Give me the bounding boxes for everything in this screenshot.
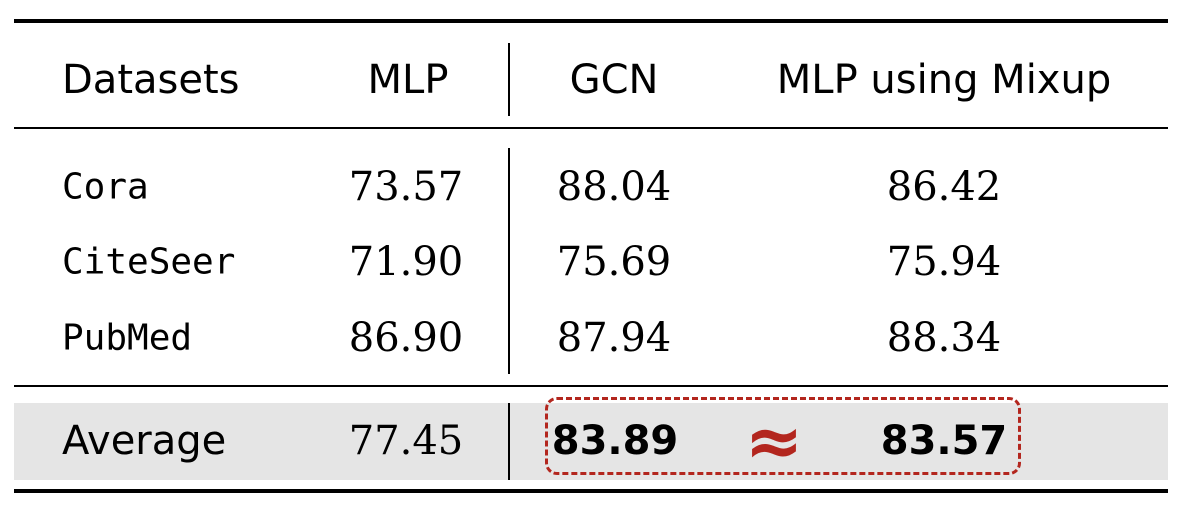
body-divider (508, 148, 510, 374)
table-row-pubmed-gcn: 87.94 (557, 315, 672, 361)
table-row-cora-dataset: Cora (62, 167, 149, 208)
table-row-citeseer-gcn: 75.69 (557, 239, 672, 285)
header-gcn: GCN (570, 57, 659, 103)
table-bottom-rule (14, 489, 1168, 493)
average-label: Average (62, 418, 226, 464)
average-mlp: 77.45 (349, 418, 464, 464)
table-average-rule (14, 385, 1168, 387)
table-row-cora-gcn: 88.04 (557, 164, 672, 210)
table-row-pubmed-dataset: PubMed (62, 318, 192, 359)
table-row-cora-mixup: 86.42 (887, 164, 1002, 210)
table-header-rule (14, 127, 1168, 129)
header-datasets: Datasets (62, 57, 239, 103)
table-top-rule (14, 19, 1168, 23)
header-divider (508, 43, 510, 116)
approx-equal-icon: ≈ (745, 400, 804, 482)
table-row-pubmed-mlp: 86.90 (349, 315, 464, 361)
table-row-cora-mlp: 73.57 (349, 164, 464, 210)
header-mlp: MLP (368, 57, 449, 103)
table-row-citeseer-mlp: 71.90 (349, 239, 464, 285)
table-row-citeseer-mixup: 75.94 (887, 239, 1002, 285)
table-row-citeseer-dataset: CiteSeer (62, 242, 235, 283)
average-mixup: 83.57 (881, 418, 1008, 464)
header-mlp-mixup: MLP using Mixup (777, 57, 1111, 103)
average-divider (508, 403, 510, 480)
table-row-pubmed-mixup: 88.34 (887, 315, 1002, 361)
average-gcn: 83.89 (552, 418, 679, 464)
